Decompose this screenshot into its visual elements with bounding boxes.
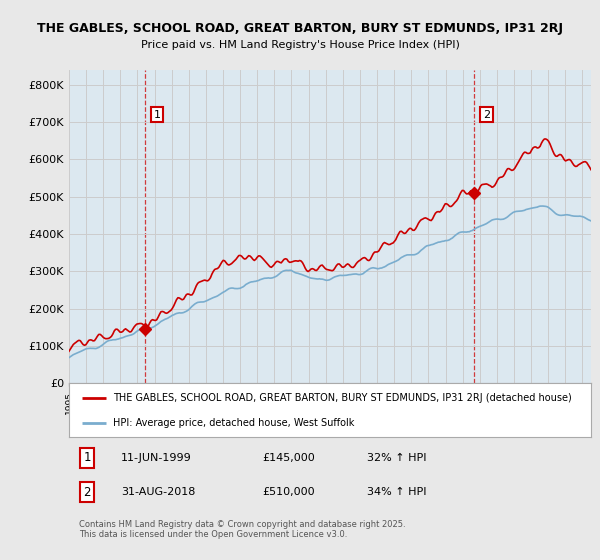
Text: 2: 2 <box>83 486 91 498</box>
Text: Contains HM Land Registry data © Crown copyright and database right 2025.
This d: Contains HM Land Registry data © Crown c… <box>79 520 406 539</box>
Text: 11-JUN-1999: 11-JUN-1999 <box>121 453 192 463</box>
Text: HPI: Average price, detached house, West Suffolk: HPI: Average price, detached house, West… <box>113 418 355 428</box>
Text: 2: 2 <box>482 110 490 120</box>
Text: £510,000: £510,000 <box>262 487 315 497</box>
Text: 34% ↑ HPI: 34% ↑ HPI <box>367 487 426 497</box>
Text: THE GABLES, SCHOOL ROAD, GREAT BARTON, BURY ST EDMUNDS, IP31 2RJ (detached house: THE GABLES, SCHOOL ROAD, GREAT BARTON, B… <box>113 393 572 403</box>
Text: 1: 1 <box>154 110 161 120</box>
Text: Price paid vs. HM Land Registry's House Price Index (HPI): Price paid vs. HM Land Registry's House … <box>140 40 460 50</box>
Text: £145,000: £145,000 <box>262 453 315 463</box>
Text: THE GABLES, SCHOOL ROAD, GREAT BARTON, BURY ST EDMUNDS, IP31 2RJ: THE GABLES, SCHOOL ROAD, GREAT BARTON, B… <box>37 22 563 35</box>
Text: 32% ↑ HPI: 32% ↑ HPI <box>367 453 426 463</box>
Text: 1: 1 <box>83 451 91 464</box>
Text: 31-AUG-2018: 31-AUG-2018 <box>121 487 196 497</box>
